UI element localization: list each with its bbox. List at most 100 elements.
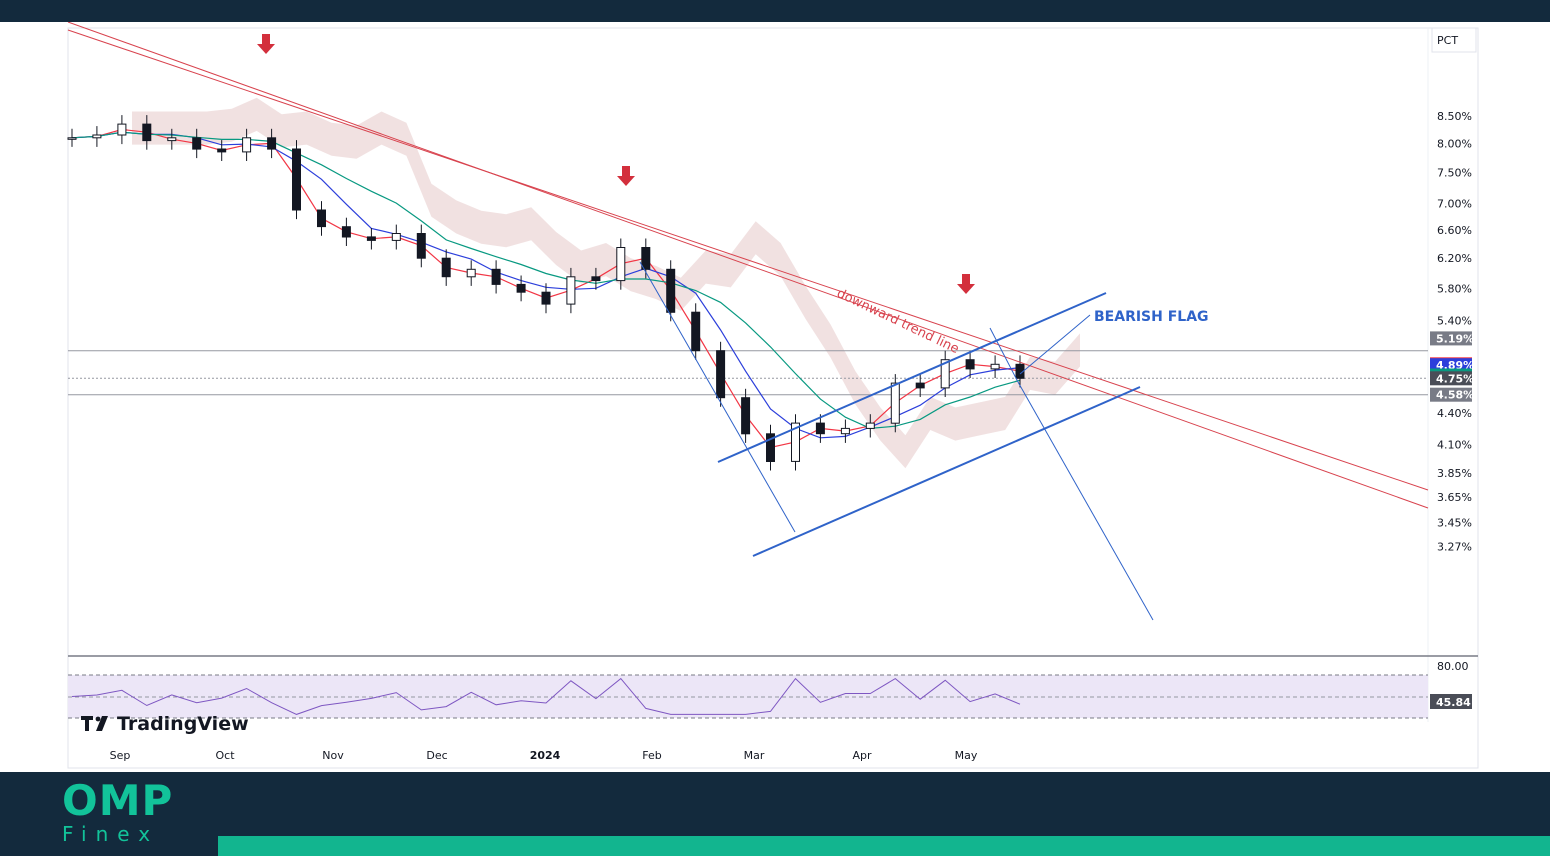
chart-card: PCT downward trend line BEARISH FLAG 8.5…: [0, 22, 1550, 772]
value-badge: [1430, 387, 1472, 402]
down-arrow-icon: [957, 274, 975, 294]
price-candles: [67, 115, 1025, 471]
x-tick-label: Mar: [744, 749, 765, 762]
value-badges: 5.19%4.90%4.89%4.78%4.75%4.58%: [1430, 331, 1474, 402]
tradingview-watermark: TradingView: [117, 713, 249, 735]
y-tick-label: 7.00%: [1437, 198, 1472, 211]
projection-line: [1017, 381, 1154, 621]
flag-upper-line: [717, 292, 1107, 463]
candle-body: [591, 276, 601, 282]
rsi-line: [71, 677, 1021, 715]
x-tick-label: Feb: [642, 749, 661, 762]
y-tick-label: 4.10%: [1437, 439, 1472, 452]
horizontal-levels: [68, 350, 1428, 396]
rsi-current-badge: [1430, 694, 1472, 709]
brand-logo-sub: Finex: [62, 822, 160, 846]
flagpole-line: [639, 261, 796, 533]
x-tick-label: Nov: [322, 749, 344, 762]
top-bar: [0, 0, 1550, 22]
value-badge-label: 4.58%: [1436, 389, 1474, 402]
downward-trend-line-2: [67, 22, 1429, 509]
cloud-area: [132, 97, 1080, 469]
down-arrow-stem: [262, 34, 270, 44]
y-tick-label: 7.50%: [1437, 166, 1472, 179]
footer-accent-stripe: [218, 836, 1550, 856]
y-axis-unit: PCT: [1437, 34, 1458, 47]
candle-body: [815, 422, 825, 435]
footer: OMP Finex: [0, 772, 1550, 856]
candle-body: [666, 268, 676, 313]
candle-body: [915, 382, 925, 389]
candle-body: [566, 276, 576, 305]
candle-body: [292, 148, 301, 211]
y-tick-label: 3.45%: [1437, 516, 1472, 529]
candle-body: [516, 283, 526, 293]
down-arrow-icon: [257, 34, 275, 54]
brand-logo-main: OMP: [62, 776, 174, 825]
y-tick-label: 3.65%: [1437, 491, 1472, 504]
down-arrow-icon: [617, 166, 635, 186]
y-tick-label: 6.60%: [1437, 224, 1472, 237]
x-tick-label: May: [955, 749, 978, 762]
candle-body: [341, 226, 351, 238]
candle-body: [92, 134, 102, 139]
x-tick-label: Dec: [426, 749, 447, 762]
downward-trend-line: [67, 29, 1429, 491]
y-tick-label: 6.20%: [1437, 252, 1472, 265]
candle-body: [716, 350, 726, 399]
flag-callout-line: [1019, 314, 1091, 375]
bearish-flag-label: BEARISH FLAG: [1094, 309, 1209, 325]
candle-body: [267, 137, 277, 150]
price-chart: PCT downward trend line BEARISH FLAG 8.5…: [67, 22, 1479, 769]
candle-body: [117, 123, 127, 136]
drawings: [67, 22, 1429, 621]
x-tick-label: Sep: [110, 749, 131, 762]
candle-body: [466, 268, 476, 278]
candle-body: [840, 427, 850, 435]
y-axis-ticks: 8.50% 8.00% 7.50% 7.00% 6.60% 6.20% 5.80% 5.40%…: [1437, 110, 1472, 554]
candle-body: [741, 397, 751, 435]
rsi-upper-tick: 80.00: [1437, 660, 1469, 673]
candle-body: [441, 257, 451, 278]
candle-body: [167, 137, 177, 142]
down-arrow-head: [257, 44, 275, 54]
candle-body: [142, 123, 152, 142]
projection-line-2: [989, 327, 1019, 383]
x-tick-label: Oct: [215, 749, 235, 762]
down-arrow-head: [617, 176, 635, 186]
value-badge: [1430, 331, 1472, 346]
y-tick-label: 5.80%: [1437, 282, 1472, 295]
down-arrow-stem: [962, 274, 970, 284]
y-tick-label: 3.27%: [1437, 541, 1472, 554]
y-tick-label: 8.50%: [1437, 110, 1472, 123]
candle-body: [766, 433, 775, 462]
x-axis-ticks: Sep Oct Nov Dec 2024 Feb Mar Apr May: [110, 749, 978, 762]
x-tick-label: 2024: [530, 749, 561, 762]
candle-body: [317, 209, 326, 228]
y-tick-label: 4.40%: [1437, 407, 1472, 420]
candle-body: [67, 137, 77, 140]
candle-body: [616, 247, 626, 282]
ichimoku-cloud: [132, 97, 1080, 469]
rsi-current-label: 45.84: [1436, 696, 1471, 709]
down-arrow-head: [957, 284, 975, 294]
x-tick-label: Apr: [852, 749, 872, 762]
candle-body: [1015, 363, 1025, 379]
candle-body: [791, 422, 800, 462]
candle-body: [890, 382, 900, 424]
candle-body: [366, 236, 376, 241]
y-tick-label: 8.00%: [1437, 137, 1472, 150]
value-badge-label: 4.75%: [1436, 372, 1474, 385]
value-badge: [1430, 371, 1472, 386]
candle-body: [416, 233, 426, 259]
candle-body: [990, 363, 1000, 370]
moving-average-line: [71, 131, 1021, 430]
candle-body: [541, 291, 551, 305]
unit-box: [1431, 27, 1477, 53]
candle-body: [965, 359, 975, 370]
candle-body: [865, 422, 875, 429]
candle-body: [192, 137, 202, 150]
chart-frame: [67, 27, 1479, 769]
candle-body: [491, 268, 501, 285]
tradingview-logo-icon: [81, 716, 108, 731]
